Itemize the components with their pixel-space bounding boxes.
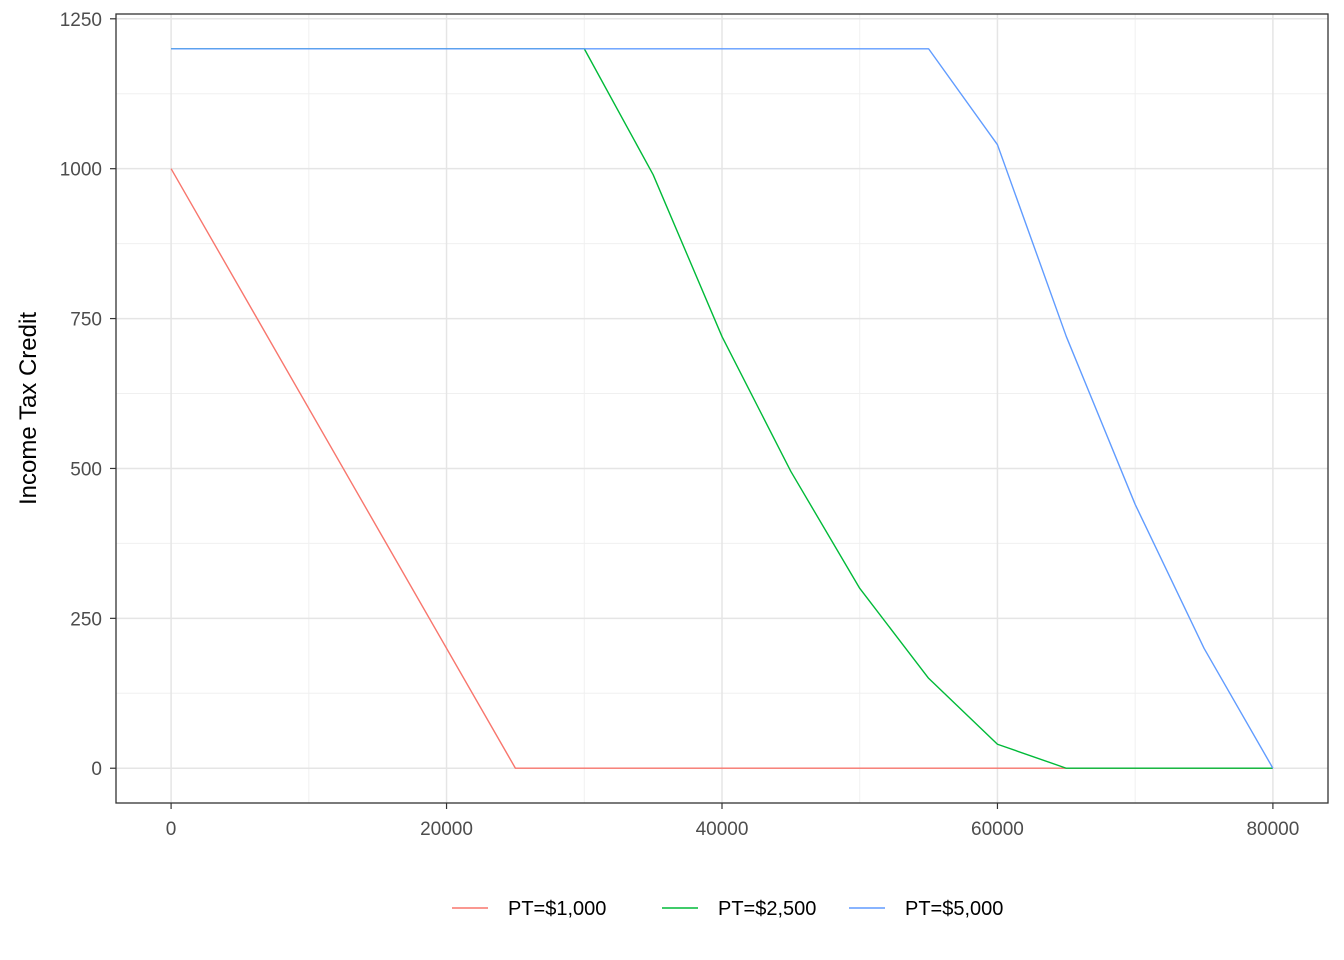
- y-tick-label: 250: [70, 609, 102, 630]
- legend: PT=$1,000 PT=$2,500 PT=$5,000: [452, 898, 1003, 920]
- legend-label-1: PT=$1,000: [508, 898, 606, 920]
- y-tick-label: 1000: [60, 160, 102, 181]
- y-axis-title: Income Tax Credit: [15, 312, 42, 505]
- x-tick-label: 60000: [971, 819, 1024, 840]
- series-line-1: [170, 168, 1273, 769]
- legend-label-2: PT=$2,500: [718, 898, 816, 920]
- major-gridlines: [116, 14, 1328, 803]
- x-tick-label: 20000: [420, 819, 473, 840]
- x-axis: 0 20000 40000 60000 80000: [166, 803, 1299, 840]
- series-line-3: [171, 48, 1274, 769]
- legend-label-3: PT=$5,000: [905, 898, 1003, 920]
- y-tick-label: 750: [70, 310, 102, 331]
- series-lines: [170, 48, 1274, 769]
- y-tick-label: 500: [70, 459, 102, 480]
- series-line-2: [171, 48, 1273, 769]
- x-tick-label: 80000: [1246, 819, 1299, 840]
- y-axis: 0 250 500 750 1000 1250: [60, 10, 116, 780]
- y-tick-label: 1250: [60, 10, 102, 31]
- y-tick-label: 0: [91, 759, 102, 780]
- x-tick-label: 0: [166, 819, 177, 840]
- x-tick-label: 40000: [696, 819, 749, 840]
